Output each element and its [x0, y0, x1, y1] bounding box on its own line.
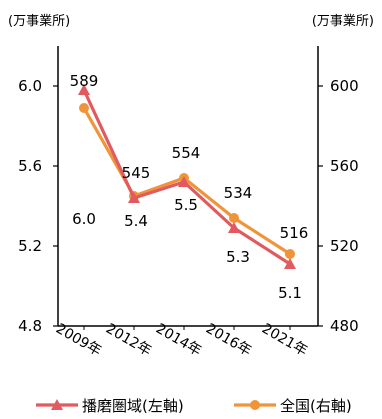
left-axis-tick-label: 5.6	[18, 157, 42, 175]
data-point-circle	[79, 103, 89, 113]
data-point-triangle	[128, 192, 140, 203]
data-label: 5.4	[124, 212, 148, 230]
legend: 播磨圏域(左軸) 全国(右軸)	[36, 397, 352, 415]
data-label: 6.0	[72, 210, 96, 228]
data-label: 545	[122, 164, 151, 182]
left-axis-tick-label: 6.0	[18, 77, 42, 95]
data-point-triangle	[284, 258, 296, 269]
data-label: 589	[70, 72, 99, 90]
data-label: 5.3	[226, 248, 250, 266]
left-axis-tick-label: 4.8	[18, 317, 42, 335]
legend-marker-circle	[250, 400, 260, 410]
right-axis-tick-label: 480	[330, 317, 359, 335]
right-axis-unit-label: (万事業所)	[312, 13, 374, 29]
data-label: 5.5	[174, 196, 198, 214]
right-axis-tick-label: 560	[330, 157, 359, 175]
data-label: 516	[280, 224, 309, 242]
data-point-triangle	[228, 222, 240, 233]
right-axis-tick-label: 600	[330, 77, 359, 95]
legend-label-national: 全国(右軸)	[280, 397, 352, 415]
data-point-triangle	[178, 176, 190, 187]
data-label: 554	[172, 144, 201, 162]
data-point-triangle	[78, 84, 90, 95]
data-point-circle	[285, 249, 295, 259]
left-axis-unit-label: (万事業所)	[8, 13, 70, 29]
right-axis-tick-label: 520	[330, 237, 359, 255]
left-axis-tick-label: 5.2	[18, 237, 42, 255]
data-point-circle	[229, 213, 239, 223]
series-lines	[78, 84, 296, 269]
data-label: 534	[224, 184, 253, 202]
data-labels: 6.0 5.4 5.5 5.3 5.1 589 545 554 534 516	[70, 72, 309, 302]
data-label: 5.1	[278, 284, 302, 302]
legend-label-harima: 播磨圏域(左軸)	[82, 397, 184, 415]
legend-marker-triangle	[51, 399, 63, 410]
